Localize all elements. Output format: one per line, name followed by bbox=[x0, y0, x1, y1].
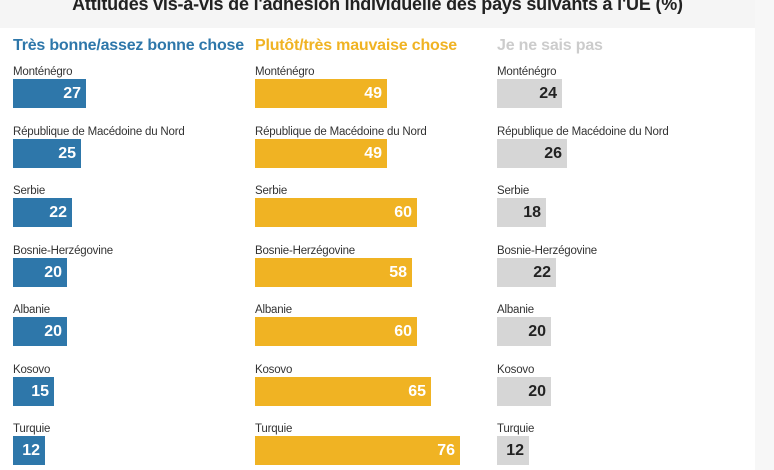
category-label: Bosnie-Herzégovine bbox=[497, 244, 597, 257]
bar bbox=[497, 138, 567, 168]
chart-title: Attitudes vis-à-vis de l'adhésion indivi… bbox=[72, 0, 683, 14]
data-label: 12 bbox=[506, 442, 524, 459]
data-label: 24 bbox=[539, 85, 557, 102]
data-label: 20 bbox=[44, 263, 62, 281]
bar bbox=[255, 257, 412, 287]
data-label: 60 bbox=[394, 323, 412, 340]
category-label: République de Macédoine du Nord bbox=[497, 125, 669, 138]
bar bbox=[497, 79, 562, 108]
bar bbox=[255, 198, 417, 227]
category-label: Albanie bbox=[497, 304, 534, 316]
bar bbox=[255, 317, 417, 346]
category-label: République de Macédoine du Nord bbox=[13, 125, 185, 138]
data-label: 15 bbox=[31, 382, 49, 400]
bar bbox=[13, 376, 54, 406]
bar bbox=[497, 376, 551, 406]
category-label: Monténégro bbox=[13, 66, 73, 78]
category-label: Kosovo bbox=[13, 363, 51, 376]
category-label: Turquie bbox=[497, 423, 535, 435]
category-label: Serbie bbox=[255, 185, 288, 197]
bar bbox=[497, 257, 556, 287]
data-label: 22 bbox=[533, 263, 551, 281]
bar bbox=[255, 436, 460, 465]
category-label: Albanie bbox=[255, 304, 292, 316]
category-label: Serbie bbox=[497, 185, 530, 197]
data-label: 26 bbox=[544, 144, 562, 162]
bar bbox=[497, 317, 551, 346]
bar bbox=[497, 198, 546, 227]
category-label: Kosovo bbox=[255, 363, 293, 376]
right-margin-band bbox=[755, 0, 774, 470]
data-label: 20 bbox=[528, 323, 546, 340]
data-label: 12 bbox=[22, 442, 40, 459]
data-label: 49 bbox=[364, 85, 382, 102]
bar bbox=[497, 436, 529, 465]
category-label: Bosnie-Herzégovine bbox=[255, 244, 355, 257]
data-label: 49 bbox=[364, 144, 382, 162]
data-label: 22 bbox=[49, 204, 67, 221]
category-label: Serbie bbox=[13, 185, 46, 197]
series-header-2: Je ne sais pas bbox=[497, 37, 603, 54]
bar bbox=[255, 79, 387, 108]
bar bbox=[13, 138, 81, 168]
data-label: 60 bbox=[394, 204, 412, 221]
data-label: 18 bbox=[523, 204, 541, 221]
bar bbox=[13, 317, 67, 346]
category-label: Turquie bbox=[255, 423, 293, 435]
data-label: 20 bbox=[528, 382, 546, 400]
category-label: Monténégro bbox=[497, 66, 557, 78]
title-band bbox=[0, 0, 755, 28]
category-label: Albanie bbox=[13, 304, 50, 316]
data-label: 25 bbox=[58, 144, 76, 162]
data-label: 27 bbox=[63, 85, 81, 102]
series-header-1: Plutôt/très mauvaise chose bbox=[255, 37, 457, 54]
category-label: Bosnie-Herzégovine bbox=[13, 244, 113, 257]
bar bbox=[13, 257, 67, 287]
data-label: 58 bbox=[389, 263, 407, 281]
data-label: 20 bbox=[44, 323, 62, 340]
bar bbox=[13, 198, 72, 227]
category-label: République de Macédoine du Nord bbox=[255, 125, 427, 138]
category-label: Turquie bbox=[13, 423, 51, 435]
bar bbox=[13, 436, 45, 465]
series-header-0: Très bonne/assez bonne chose bbox=[13, 37, 244, 54]
category-label: Monténégro bbox=[255, 66, 315, 78]
category-label: Kosovo bbox=[497, 363, 535, 376]
data-label: 65 bbox=[408, 382, 426, 400]
bar bbox=[13, 79, 86, 108]
bar bbox=[255, 376, 431, 406]
bar bbox=[255, 138, 387, 168]
data-label: 76 bbox=[437, 442, 455, 459]
